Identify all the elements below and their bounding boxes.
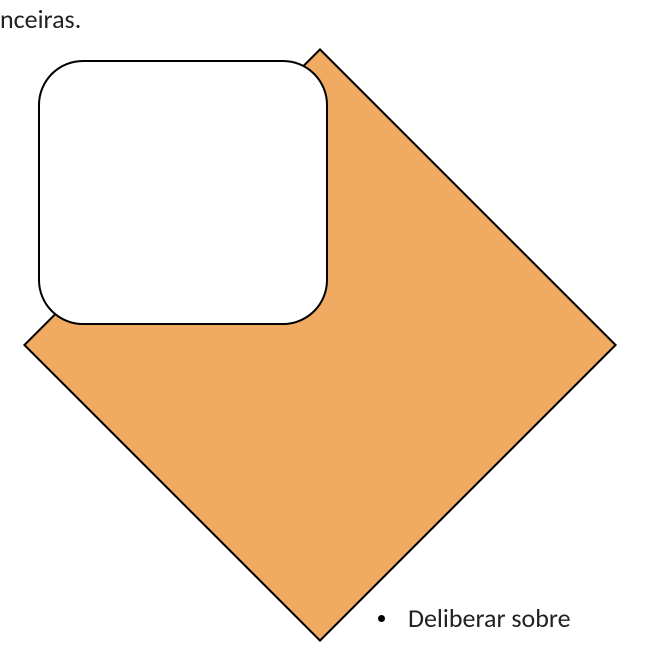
diagram-canvas: nceiras. Deliberar sobre <box>0 0 650 650</box>
bullet-label: Deliberar sobre <box>408 602 571 634</box>
bullet-dot-icon <box>378 615 385 622</box>
rounded-rectangle-shape <box>38 60 328 325</box>
fragment-text-top: nceiras. <box>0 3 81 35</box>
